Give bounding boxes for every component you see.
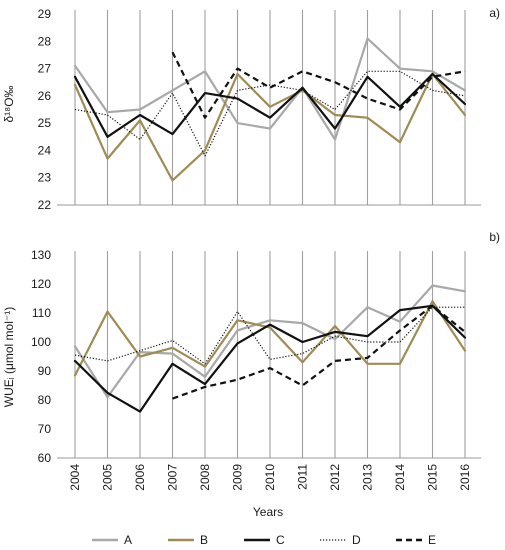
y-tick-label: 23: [38, 171, 52, 185]
y-tick-label: 25: [38, 116, 52, 130]
y-tick-label: 27: [38, 62, 52, 76]
y-tick-label: 120: [31, 277, 51, 291]
legend-label-c: C: [276, 533, 285, 547]
series-line-a-b: [73, 72, 467, 182]
y-tick-label: 26: [38, 89, 52, 103]
panel-b-y-axis-label: WUEᵢ (μmol mol⁻¹): [2, 307, 16, 407]
panel-a-label: a): [489, 6, 500, 20]
series-line-a-d: [74, 70, 466, 157]
panel-a-y-ticks: 22 23 24 25 26 27 28 29: [38, 7, 52, 212]
panel-a: 22 23 24 25 26 27 28 29 a) δ¹⁸O‰: [2, 6, 500, 212]
panel-a-y-axis-label: δ¹⁸O‰: [2, 85, 16, 122]
x-tick-label: 2005: [101, 464, 115, 491]
x-tick-label: 2016: [458, 464, 472, 491]
x-tick-label: 2007: [166, 464, 180, 491]
y-tick-label: 22: [38, 198, 52, 212]
series-line-a-a: [73, 37, 467, 141]
panel-b-x-ticks: 2004 2005 2006 2007 2008 2009 2010 2011 2012 2013…: [68, 464, 472, 491]
legend-label-e: E: [428, 533, 436, 547]
x-tick-label: 2013: [361, 464, 375, 491]
x-tick-label: 2004: [68, 464, 82, 491]
x-tick-label: 2011: [296, 464, 310, 490]
series-line-b-a: [73, 284, 467, 399]
x-tick-label: 2015: [426, 464, 440, 491]
series-line-b-d: [74, 306, 465, 365]
series-line-b-b: [73, 300, 467, 377]
panel-a-gridlines: [74, 10, 466, 205]
series-line-a-e: [171, 51, 466, 119]
legend-label-d: D: [352, 533, 361, 547]
panel-b-x-axis-label: Years: [253, 505, 283, 519]
x-tick-label: 2009: [231, 464, 245, 491]
y-tick-label: 100: [31, 335, 51, 349]
y-tick-label: 24: [38, 143, 52, 157]
series-line-b-c: [73, 304, 467, 413]
panel-b-y-ticks: 60 70 80 90 100 110 120 130: [31, 248, 51, 465]
x-tick-label: 2008: [198, 464, 212, 491]
x-tick-label: 2010: [263, 464, 277, 491]
series-line-b-e: [172, 304, 466, 400]
legend-label-b: B: [200, 533, 208, 547]
legend: A B C D E: [92, 533, 436, 547]
y-tick-label: 70: [38, 422, 52, 436]
x-tick-label: 2006: [133, 464, 147, 491]
y-tick-label: 130: [31, 248, 51, 262]
x-tick-label: 2012: [328, 464, 342, 491]
y-tick-label: 110: [32, 306, 51, 320]
y-tick-label: 29: [38, 7, 52, 21]
x-tick-label: 2014: [393, 464, 407, 491]
series-line-a-c: [73, 72, 467, 138]
panel-b-gridlines: [74, 251, 466, 458]
panel-b-series: [73, 284, 467, 413]
y-tick-label: 28: [38, 34, 52, 48]
y-tick-label: 90: [38, 364, 52, 378]
legend-label-a: A: [124, 533, 132, 547]
panel-a-series: [73, 37, 467, 182]
y-tick-label: 60: [38, 451, 52, 465]
y-tick-label: 80: [38, 393, 52, 407]
panel-b-label: b): [489, 230, 500, 244]
